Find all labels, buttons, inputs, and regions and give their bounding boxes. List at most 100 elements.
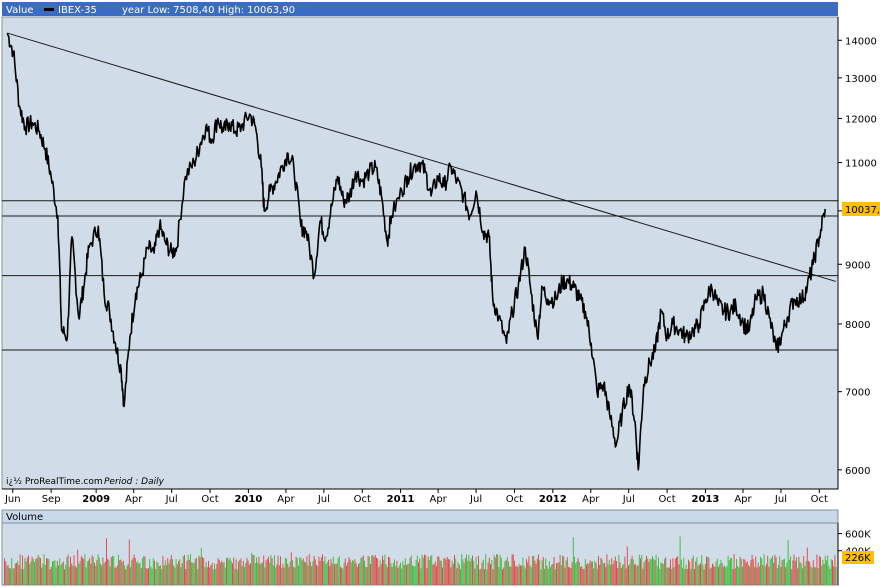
volume-bar xyxy=(98,557,100,585)
volume-bar xyxy=(397,567,399,585)
volume-bar xyxy=(353,561,355,585)
volume-bar xyxy=(568,566,569,585)
volume-bar xyxy=(640,558,641,585)
volume-bar xyxy=(222,562,224,585)
volume-bar xyxy=(392,562,394,585)
volume-bar xyxy=(143,556,145,585)
volume-bar xyxy=(317,566,319,585)
volume-bar xyxy=(295,556,297,585)
volume-bar xyxy=(268,556,269,585)
volume-bar xyxy=(437,556,439,585)
volume-bar xyxy=(608,559,610,585)
volume-bar xyxy=(23,569,25,585)
volume-badge-text: 226K xyxy=(845,553,871,564)
volume-bar xyxy=(480,568,482,585)
volume-bar xyxy=(679,536,681,585)
volume-bar xyxy=(799,562,801,585)
volume-bar xyxy=(172,559,173,585)
volume-bar xyxy=(644,560,646,585)
volume-bar xyxy=(491,559,493,585)
volume-bar xyxy=(535,563,537,585)
volume-bar xyxy=(121,561,123,585)
volume-bar xyxy=(373,557,375,585)
price-layer xyxy=(2,32,838,471)
volume-bar xyxy=(620,567,622,585)
volume-bar xyxy=(736,559,737,585)
volume-bar xyxy=(691,558,693,585)
volume-bar xyxy=(650,559,652,585)
volume-bar xyxy=(394,559,395,585)
volume-bar xyxy=(342,568,344,585)
volume-bar xyxy=(269,562,271,585)
volume-bar xyxy=(251,552,253,585)
volume-bar xyxy=(522,557,524,585)
volume-bar xyxy=(707,556,709,585)
volume-bar xyxy=(54,560,56,585)
volume-bar xyxy=(444,557,446,585)
volume-bar xyxy=(426,568,428,585)
price-tick-label-8000: 8000 xyxy=(845,320,870,331)
volume-bar xyxy=(302,558,304,585)
x-tick-label-19: Apr xyxy=(734,494,752,505)
volume-bar xyxy=(334,564,335,585)
volume-bar xyxy=(162,555,164,585)
volume-bar xyxy=(520,565,521,585)
volume-bar xyxy=(131,560,133,585)
volume-bar xyxy=(767,555,769,585)
volume-bar xyxy=(347,562,349,585)
volume-bar xyxy=(12,568,14,585)
volume-bar xyxy=(250,563,251,585)
volume-bar xyxy=(536,558,538,585)
volume-bar xyxy=(710,567,712,585)
volume-bar xyxy=(607,564,609,585)
volume-bar xyxy=(74,566,76,585)
volume-bar xyxy=(773,562,775,585)
volume-bar xyxy=(752,559,754,585)
volume-bar xyxy=(204,567,206,585)
volume-bar xyxy=(730,558,731,585)
volume-bar xyxy=(307,565,309,585)
volume-bar xyxy=(44,565,46,585)
volume-bar xyxy=(178,561,179,585)
volume-bar xyxy=(556,563,557,585)
volume-bar xyxy=(506,557,508,585)
volume-bar xyxy=(606,554,608,585)
volume-bar xyxy=(194,558,196,585)
volume-bar xyxy=(262,562,263,585)
volume-bar xyxy=(673,567,675,585)
volume-bar xyxy=(101,565,103,585)
volume-bar xyxy=(107,558,109,585)
volume-bar xyxy=(400,562,401,585)
volume-bar xyxy=(144,556,146,585)
volume-bar xyxy=(677,556,679,585)
volume-bar xyxy=(30,561,32,585)
volume-bar xyxy=(160,565,161,585)
volume-bar xyxy=(427,556,429,585)
volume-bar xyxy=(808,560,809,585)
volume-bar xyxy=(654,560,656,585)
x-tick-label-7: Apr xyxy=(277,494,295,505)
volume-bar xyxy=(574,556,575,585)
volume-bar xyxy=(215,568,217,585)
volume-bar xyxy=(658,557,659,585)
volume-bar xyxy=(802,568,803,585)
price-tick-label-6000: 6000 xyxy=(845,466,870,477)
volume-bar xyxy=(617,567,619,585)
volume-bar xyxy=(668,567,670,585)
volume-bar xyxy=(29,564,31,585)
volume-bar xyxy=(616,561,617,585)
volume-bar xyxy=(88,560,89,585)
volume-bar xyxy=(367,555,369,585)
volume-bar xyxy=(36,558,38,585)
volume-bar xyxy=(396,560,398,585)
volume-bar xyxy=(149,559,151,585)
price-badge-text: 10037,8 xyxy=(845,205,880,216)
volume-bar xyxy=(785,567,787,585)
volume-bar xyxy=(259,564,261,585)
volume-bar xyxy=(92,557,94,585)
volume-bar xyxy=(718,566,719,585)
volume-bar xyxy=(391,567,393,585)
volume-bar xyxy=(690,568,692,585)
volume-bar xyxy=(469,561,471,585)
volume-bar xyxy=(158,566,160,585)
